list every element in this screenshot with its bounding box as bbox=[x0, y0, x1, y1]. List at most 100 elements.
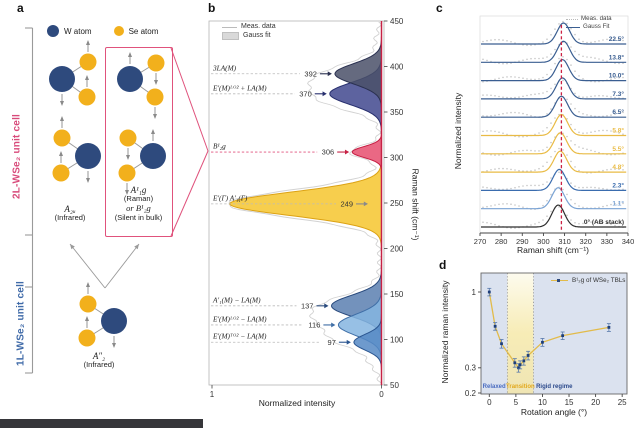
meas-dot bbox=[554, 48, 556, 51]
meas-dot bbox=[602, 39, 604, 41]
meas-dot bbox=[570, 103, 572, 105]
meas-dot bbox=[510, 187, 512, 190]
meas-dot bbox=[538, 184, 540, 187]
mode-a2u-type: (Infrared) bbox=[54, 213, 86, 223]
twist-angle-label: 13.8° bbox=[609, 53, 625, 61]
region-label-transition: Transition bbox=[506, 384, 535, 390]
meas-dot bbox=[490, 169, 492, 171]
meas-dot bbox=[514, 96, 516, 99]
meas-dot bbox=[578, 205, 580, 207]
raman-shift-tick-label: 320 bbox=[579, 237, 592, 246]
meas-dot bbox=[602, 129, 604, 132]
meas-dot bbox=[526, 44, 528, 47]
gauss-fit-curve bbox=[481, 168, 627, 191]
se-atom bbox=[52, 164, 70, 182]
meas-dot bbox=[578, 131, 580, 134]
meas-dot bbox=[618, 62, 620, 65]
gauss-fit-curve bbox=[481, 95, 627, 118]
atom-cluster bbox=[117, 52, 165, 119]
meas-dot bbox=[614, 113, 616, 115]
meas-dot bbox=[618, 38, 620, 41]
unit-cell-1l-label: 1L-WSe₂ unit cell bbox=[15, 280, 27, 367]
meas-dot bbox=[622, 169, 624, 171]
meas-dot bbox=[522, 112, 524, 115]
meas-dot bbox=[570, 182, 572, 184]
meas-dot bbox=[598, 58, 600, 60]
meas-dot bbox=[502, 167, 504, 170]
meas-dot bbox=[606, 38, 608, 41]
meas-dot bbox=[582, 113, 584, 115]
peak-position-value: 249 bbox=[340, 200, 353, 209]
meas-dot bbox=[506, 188, 508, 190]
gauss-fit-peak bbox=[334, 33, 382, 114]
meas-dot bbox=[514, 76, 516, 78]
meas-dot bbox=[566, 22, 568, 25]
meas-dot bbox=[502, 132, 504, 134]
meas-dot bbox=[622, 111, 624, 114]
meas-dot bbox=[578, 146, 580, 148]
gauss-fit-curve bbox=[481, 40, 627, 63]
meas-dot bbox=[594, 80, 596, 83]
meas-dot bbox=[538, 150, 540, 152]
meas-dot bbox=[570, 198, 572, 201]
gauss-fit-curve bbox=[481, 77, 627, 100]
twist-angle-label: 6.5° bbox=[612, 108, 624, 116]
meas-dot bbox=[618, 112, 620, 114]
raman-shift-tick-label: 280 bbox=[495, 237, 508, 246]
meas-dot bbox=[570, 46, 572, 48]
se-atom bbox=[78, 329, 96, 347]
meas-dot bbox=[502, 112, 504, 115]
peak-arrowhead bbox=[346, 339, 351, 345]
meas-dot bbox=[546, 126, 548, 129]
meas-dot bbox=[494, 95, 496, 97]
meas-dot bbox=[538, 92, 540, 95]
meas-dot bbox=[518, 169, 520, 172]
meas-dot bbox=[530, 93, 532, 96]
peak-arrowhead bbox=[324, 303, 329, 309]
meas-dot bbox=[498, 62, 500, 65]
twist-angle-label: 10.0° bbox=[609, 72, 625, 80]
meas-data-line bbox=[228, 21, 382, 384]
meas-dot bbox=[546, 161, 548, 164]
meas-dot bbox=[522, 135, 524, 138]
meas-dot bbox=[594, 95, 596, 97]
meas-dot bbox=[574, 92, 576, 95]
meas-dot bbox=[526, 113, 528, 116]
meas-dot bbox=[582, 206, 584, 209]
meas-dot bbox=[514, 204, 516, 206]
raman-shift-tick-label: 50 bbox=[390, 381, 399, 390]
meas-dot bbox=[486, 39, 488, 42]
se-atom-label: Se atom bbox=[128, 26, 159, 36]
meas-dot bbox=[550, 108, 552, 110]
meas-dot bbox=[494, 204, 496, 206]
meas-dot bbox=[602, 221, 604, 224]
series-marker-icon bbox=[551, 279, 568, 282]
meas-dot bbox=[566, 118, 568, 120]
twist-angle-label: 2.3° bbox=[612, 181, 624, 189]
raman-shift-tick-label: 350 bbox=[390, 108, 404, 117]
meas-dot bbox=[614, 38, 616, 40]
peak-position-value: 392 bbox=[304, 69, 317, 78]
meas-dot bbox=[518, 60, 520, 62]
meas-dot bbox=[498, 188, 500, 191]
panel-a-label: a bbox=[17, 1, 24, 15]
meas-dot bbox=[498, 131, 500, 133]
meas-dot bbox=[506, 203, 508, 205]
meas-dot bbox=[506, 76, 508, 78]
meas-dot bbox=[506, 133, 508, 136]
region-label-rigid: Rigid regime bbox=[536, 384, 573, 390]
meas-dot bbox=[522, 185, 524, 187]
meas-dot bbox=[558, 206, 560, 208]
panel-c-legend: Meas. data Gauss Fit bbox=[566, 15, 612, 31]
meas-dot bbox=[502, 203, 504, 205]
meas-dot bbox=[514, 150, 516, 153]
meas-dot bbox=[498, 113, 500, 116]
meas-dot bbox=[590, 95, 592, 98]
meas-dot bbox=[546, 38, 548, 40]
meas-dot bbox=[482, 115, 484, 117]
se-atom-icon bbox=[113, 26, 124, 36]
meas-dot bbox=[494, 154, 496, 156]
meas-dot bbox=[490, 130, 492, 132]
meas-dot bbox=[482, 130, 484, 133]
w-atom bbox=[101, 308, 127, 334]
